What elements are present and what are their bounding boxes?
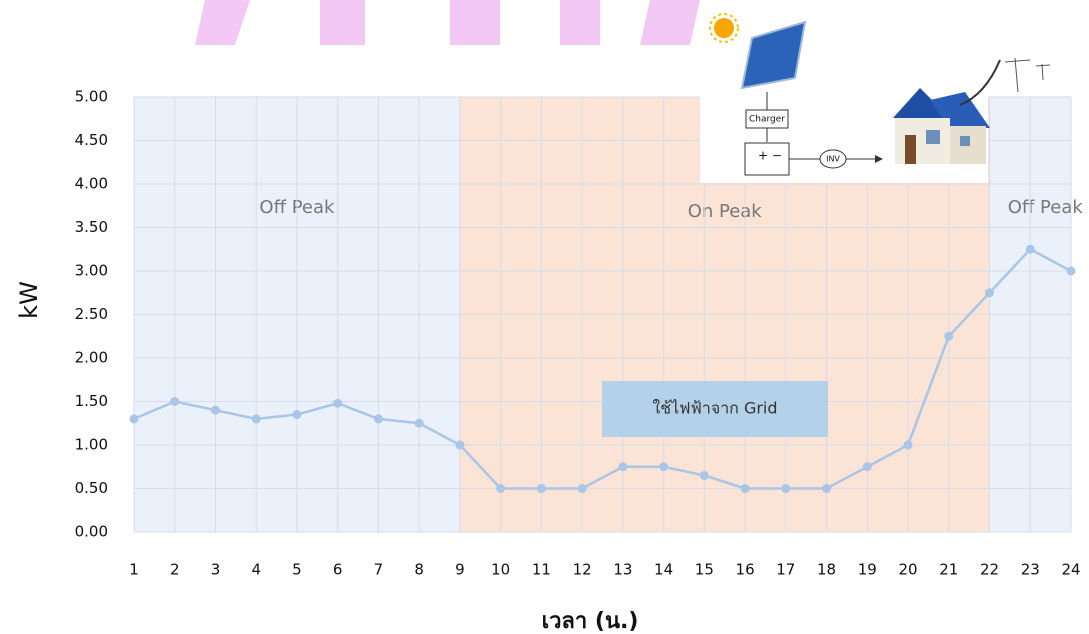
data-point <box>496 484 506 493</box>
x-tick-label: 19 <box>858 561 877 579</box>
region-label: Off Peak <box>1008 197 1084 218</box>
x-tick-label: 5 <box>292 561 302 579</box>
x-axis-label: เวลา (น.) <box>542 609 639 634</box>
x-tick-label: 12 <box>573 561 592 579</box>
x-tick-label: 10 <box>491 561 510 579</box>
data-point <box>985 288 995 298</box>
data-point <box>618 462 628 472</box>
data-point <box>740 484 750 493</box>
data-point <box>944 331 954 341</box>
y-tick-label: 3.50 <box>75 218 108 236</box>
inset-label: Charger <box>749 115 785 125</box>
y-tick-label: 1.00 <box>75 436 108 454</box>
data-point <box>659 462 669 472</box>
x-tick-label: 17 <box>776 561 795 579</box>
data-point <box>129 414 139 424</box>
x-tick-label: 18 <box>817 561 836 579</box>
y-tick-label: 0.00 <box>75 523 108 541</box>
data-point <box>373 414 383 424</box>
region-label: On Peak <box>688 201 763 222</box>
data-point <box>1066 266 1076 276</box>
y-tick-label: 1.50 <box>75 392 108 410</box>
data-point <box>903 440 913 450</box>
x-tick-label: 4 <box>251 561 261 579</box>
x-tick-label: 2 <box>170 561 180 579</box>
data-point <box>414 418 424 428</box>
x-tick-label: 14 <box>654 561 673 579</box>
data-point <box>781 484 791 493</box>
x-tick-label: 6 <box>333 561 343 579</box>
series-line <box>133 247 1072 490</box>
x-tick-label: 22 <box>980 561 999 579</box>
inset-label: INV <box>826 155 840 164</box>
x-tick-label: 16 <box>736 561 755 579</box>
data-point <box>292 410 302 420</box>
data-point <box>862 462 872 472</box>
x-tick-label: 13 <box>613 561 632 579</box>
data-point <box>699 470 709 480</box>
x-tick-label: 20 <box>898 561 917 579</box>
x-tick-label: 8 <box>414 561 424 579</box>
y-tick-label: 2.00 <box>75 349 108 367</box>
data-point <box>822 484 832 493</box>
data-point <box>577 484 587 493</box>
x-tick-label: 23 <box>1021 561 1040 579</box>
x-tick-label: 9 <box>455 561 465 579</box>
battery-sign: + − <box>758 149 782 163</box>
annotation-box <box>602 381 828 437</box>
x-tick-label: 21 <box>939 561 958 579</box>
x-tick-label: 11 <box>532 561 551 579</box>
y-tick-label: 0.50 <box>75 479 108 497</box>
x-tick-label: 15 <box>695 561 714 579</box>
x-tick-label: 24 <box>1061 561 1080 579</box>
y-tick-label: 4.00 <box>75 175 108 193</box>
watermark <box>195 0 700 45</box>
y-tick-label: 3.00 <box>75 262 108 280</box>
data-point <box>170 397 180 406</box>
annotation: ใช้ไฟฟ้าจาก Grid <box>652 399 777 418</box>
data-point <box>1025 244 1035 254</box>
data-point <box>210 405 220 415</box>
y-tick-label: 4.50 <box>75 131 108 149</box>
x-tick-label: 1 <box>129 561 139 579</box>
y-tick-label: 2.50 <box>75 305 108 323</box>
data-point <box>333 398 343 408</box>
data-point <box>455 440 465 450</box>
y-axis-label: kW <box>15 281 43 319</box>
inset-diagram: Charger + − INV <box>709 13 1051 176</box>
data-point <box>251 414 261 424</box>
x-tick-label: 3 <box>211 561 221 579</box>
y-tick-label: 5.00 <box>75 88 108 106</box>
x-tick-label: 7 <box>374 561 384 579</box>
data-point <box>536 484 546 493</box>
